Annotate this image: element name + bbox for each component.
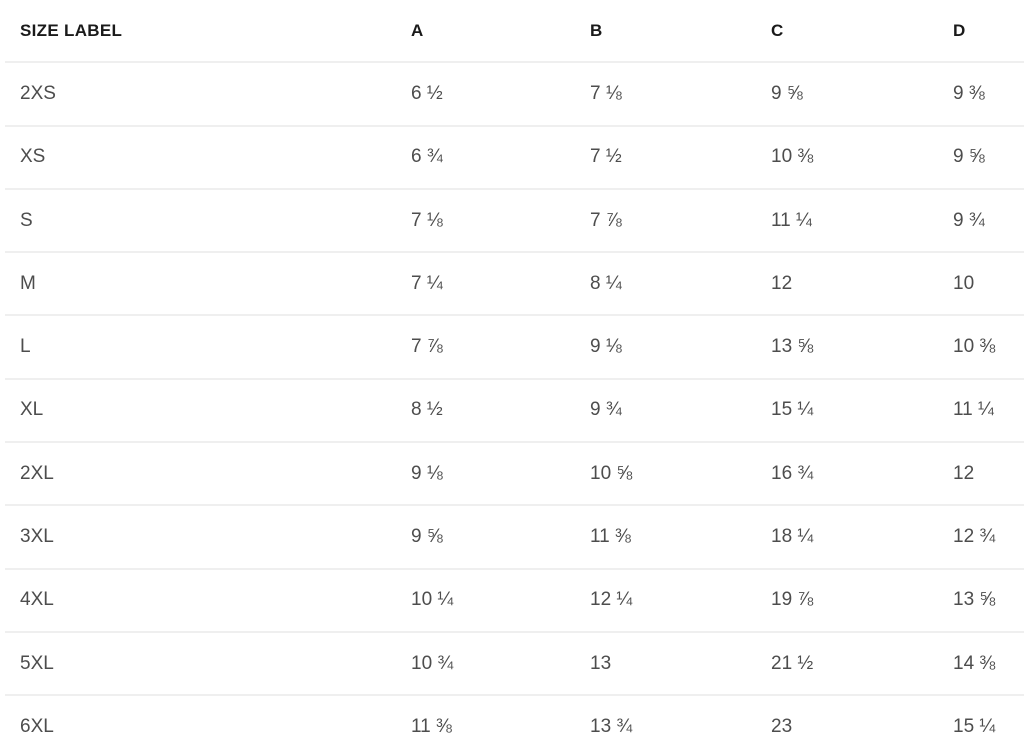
measurement-cell-c: 18 ¼ xyxy=(751,505,933,570)
measurement-cell-a: 7 ⅛ xyxy=(391,188,570,254)
measurement-cell-a: 6 ¾ xyxy=(391,125,570,190)
size-chart-table: SIZE LABEL A B C D 2XS 6 ½ 7 ⅛ 9 ⅝ 9 ⅜ X… xyxy=(5,0,1024,754)
measurement-cell-b: 7 ⅛ xyxy=(570,62,751,127)
header-col-b: B xyxy=(570,0,751,64)
size-label-cell: 4XL xyxy=(5,568,391,633)
header-col-d: D xyxy=(933,0,1024,64)
measurement-cell-d: 10 xyxy=(933,252,1024,317)
header-col-c: C xyxy=(751,0,933,64)
table-row-2xl: 2XL 9 ⅛ 10 ⅝ 16 ¾ 12 xyxy=(5,442,1024,507)
measurement-cell-d: 9 ¾ xyxy=(933,188,1024,254)
measurement-cell-c: 23 xyxy=(751,695,933,754)
size-label-cell: XS xyxy=(5,125,391,190)
measurement-cell-c: 10 ⅜ xyxy=(751,125,933,190)
size-label-cell: 2XL xyxy=(5,442,391,507)
measurement-cell-d: 12 ¾ xyxy=(933,505,1024,570)
measurement-cell-d: 14 ⅜ xyxy=(933,631,1024,697)
measurement-cell-c: 15 ¼ xyxy=(751,378,933,444)
measurement-cell-a: 11 ⅜ xyxy=(391,695,570,754)
measurement-cell-c: 16 ¾ xyxy=(751,442,933,507)
measurement-cell-a: 6 ½ xyxy=(391,62,570,127)
measurement-cell-a: 9 ⅝ xyxy=(391,505,570,570)
table-row-4xl: 4XL 10 ¼ 12 ¼ 19 ⅞ 13 ⅝ xyxy=(5,568,1024,633)
size-label-cell: 3XL xyxy=(5,505,391,570)
size-label-cell: 2XS xyxy=(5,62,391,127)
measurement-cell-b: 9 ⅛ xyxy=(570,315,751,380)
measurement-cell-b: 12 ¼ xyxy=(570,568,751,633)
measurement-cell-a: 8 ½ xyxy=(391,378,570,444)
size-chart-header: SIZE LABEL A B C D xyxy=(5,0,1024,64)
table-row-2xs: 2XS 6 ½ 7 ⅛ 9 ⅝ 9 ⅜ xyxy=(5,62,1024,127)
table-row-xs: XS 6 ¾ 7 ½ 10 ⅜ 9 ⅝ xyxy=(5,125,1024,190)
measurement-cell-c: 19 ⅞ xyxy=(751,568,933,633)
measurement-cell-d: 10 ⅜ xyxy=(933,315,1024,380)
header-size-label: SIZE LABEL xyxy=(5,0,391,64)
table-row-6xl: 6XL 11 ⅜ 13 ¾ 23 15 ¼ xyxy=(5,695,1024,754)
measurement-cell-c: 11 ¼ xyxy=(751,188,933,254)
measurement-cell-b: 8 ¼ xyxy=(570,252,751,317)
measurement-cell-b: 10 ⅝ xyxy=(570,442,751,507)
table-row-3xl: 3XL 9 ⅝ 11 ⅜ 18 ¼ 12 ¾ xyxy=(5,505,1024,570)
measurement-cell-d: 9 ⅝ xyxy=(933,125,1024,190)
size-label-cell: 5XL xyxy=(5,631,391,697)
measurement-cell-b: 13 ¾ xyxy=(570,695,751,754)
table-row-5xl: 5XL 10 ¾ 13 21 ½ 14 ⅜ xyxy=(5,631,1024,697)
size-label-cell: XL xyxy=(5,378,391,444)
measurement-cell-c: 21 ½ xyxy=(751,631,933,697)
header-col-a: A xyxy=(391,0,570,64)
measurement-cell-c: 12 xyxy=(751,252,933,317)
size-label-cell: L xyxy=(5,315,391,380)
measurement-cell-d: 9 ⅜ xyxy=(933,62,1024,127)
size-label-cell: S xyxy=(5,188,391,254)
table-row-l: L 7 ⅞ 9 ⅛ 13 ⅝ 10 ⅜ xyxy=(5,315,1024,380)
measurement-cell-a: 7 ⅞ xyxy=(391,315,570,380)
measurement-cell-b: 7 ½ xyxy=(570,125,751,190)
measurement-cell-c: 9 ⅝ xyxy=(751,62,933,127)
measurement-cell-a: 9 ⅛ xyxy=(391,442,570,507)
measurement-cell-b: 11 ⅜ xyxy=(570,505,751,570)
table-row-m: M 7 ¼ 8 ¼ 12 10 xyxy=(5,252,1024,317)
measurement-cell-d: 13 ⅝ xyxy=(933,568,1024,633)
table-row-xl: XL 8 ½ 9 ¾ 15 ¼ 11 ¼ xyxy=(5,378,1024,444)
size-label-cell: M xyxy=(5,252,391,317)
measurement-cell-a: 10 ¼ xyxy=(391,568,570,633)
measurement-cell-b: 13 xyxy=(570,631,751,697)
measurement-cell-b: 7 ⅞ xyxy=(570,188,751,254)
measurement-cell-b: 9 ¾ xyxy=(570,378,751,444)
measurement-cell-d: 12 xyxy=(933,442,1024,507)
measurement-cell-d: 15 ¼ xyxy=(933,695,1024,754)
header-row: SIZE LABEL A B C D xyxy=(5,0,1024,64)
measurement-cell-a: 7 ¼ xyxy=(391,252,570,317)
measurement-cell-d: 11 ¼ xyxy=(933,378,1024,444)
measurement-cell-c: 13 ⅝ xyxy=(751,315,933,380)
size-label-cell: 6XL xyxy=(5,695,391,754)
measurement-cell-a: 10 ¾ xyxy=(391,631,570,697)
table-row-s: S 7 ⅛ 7 ⅞ 11 ¼ 9 ¾ xyxy=(5,188,1024,254)
size-chart-body: 2XS 6 ½ 7 ⅛ 9 ⅝ 9 ⅜ XS 6 ¾ 7 ½ 10 ⅜ 9 ⅝ … xyxy=(5,62,1024,754)
